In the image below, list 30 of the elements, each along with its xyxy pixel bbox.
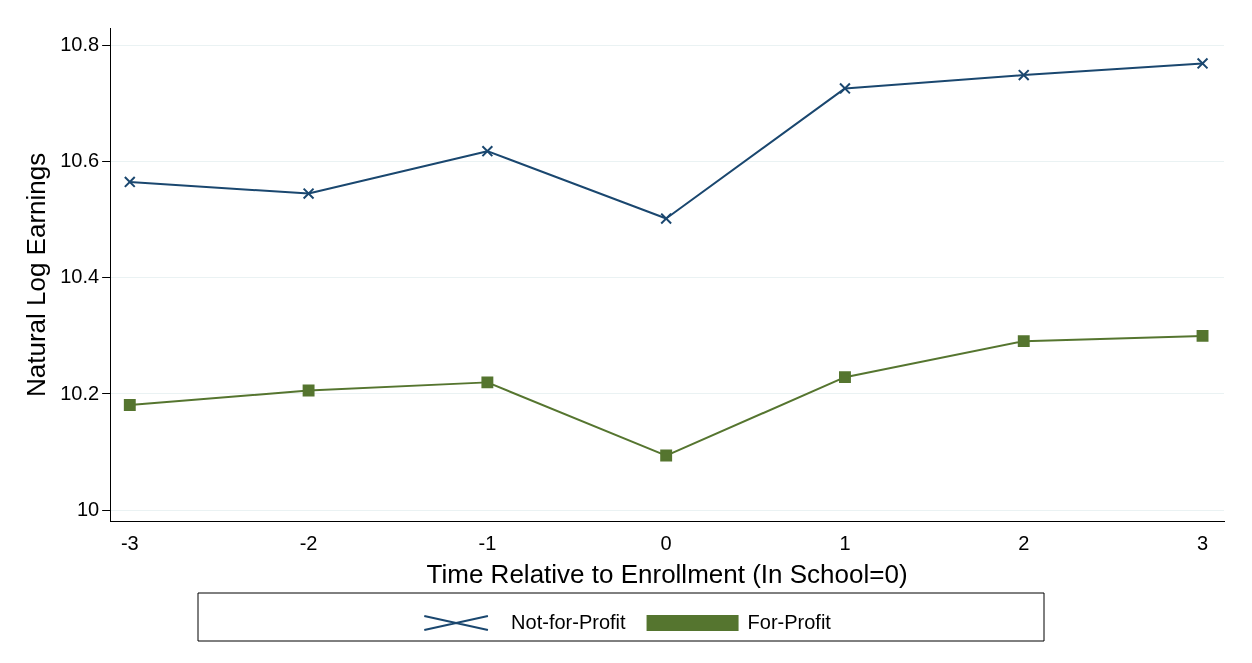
x-tick-label: 0	[660, 532, 672, 555]
y-tick-label: 10.6	[60, 149, 100, 172]
point	[660, 449, 673, 462]
x-tick-label: 2	[1018, 532, 1030, 555]
point	[1017, 335, 1030, 348]
x-axis-title: Time Relative to Enrollment (In School=0)	[426, 558, 908, 589]
point	[839, 371, 851, 384]
y-tick-label: 10.4	[60, 265, 100, 288]
point	[660, 212, 673, 225]
y-tick-label: 10.8	[60, 32, 100, 55]
point	[123, 399, 136, 411]
point	[302, 187, 315, 200]
legend-label: Not-for-Profit	[511, 610, 626, 633]
point	[123, 176, 136, 188]
point	[839, 82, 851, 95]
point	[1196, 57, 1209, 70]
x-tick-label: 1	[839, 532, 851, 555]
y-tick-label: 10.2	[60, 381, 100, 404]
point	[302, 384, 315, 397]
x-tick-label: 3	[1196, 532, 1209, 555]
x-tick-label: -1	[478, 532, 497, 555]
point	[481, 145, 494, 158]
x-tick-label: -3	[120, 532, 139, 555]
point	[481, 376, 494, 389]
point	[1017, 69, 1030, 82]
y-tick-label: 10	[76, 497, 100, 520]
legend-label: For-Profit	[747, 610, 832, 633]
x-tick-label: -2	[299, 532, 318, 555]
y-axis-title: Natural Log Earnings	[20, 152, 51, 398]
point	[1196, 329, 1209, 342]
